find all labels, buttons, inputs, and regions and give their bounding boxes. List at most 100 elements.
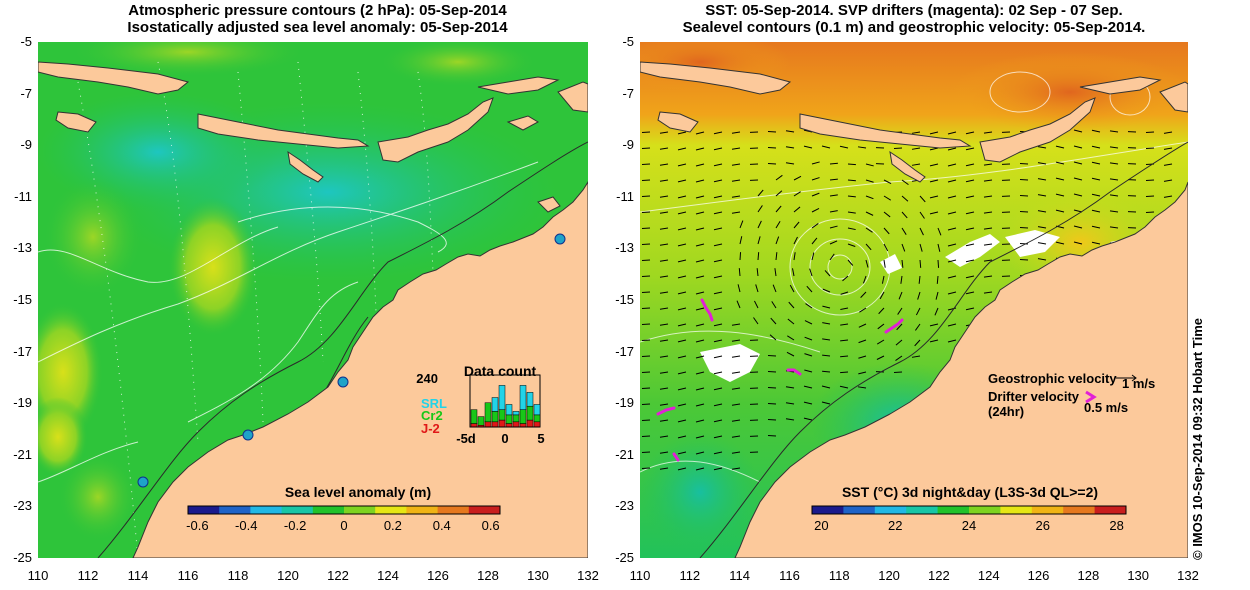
- velocity-arrow: [824, 270, 831, 277]
- velocity-arrow: [865, 227, 873, 233]
- velocity-arrow: [1091, 225, 1101, 229]
- sst-colorbar-swatch: [1031, 506, 1064, 514]
- velocity-arrow: [731, 387, 741, 390]
- velocity-arrow: [695, 451, 705, 455]
- velocity-arrow: [713, 307, 723, 311]
- velocity-arrow: [983, 163, 993, 166]
- velocity-arrow: [713, 355, 723, 359]
- velocity-arrow: [865, 163, 874, 167]
- right-y-tick: -13: [615, 240, 634, 256]
- velocity-arrow: [936, 275, 939, 284]
- velocity-arrow: [847, 227, 856, 231]
- velocity-arrow: [1091, 193, 1101, 197]
- velocity-arrow: [983, 259, 993, 262]
- velocity-arrow: [739, 220, 744, 229]
- sea-level-anomaly-map[interactable]: Sea level anomaly (m) -0.6 -0.4 -0.2 0 0.2 0.…: [38, 42, 588, 558]
- velocity-arrow: [847, 243, 856, 247]
- velocity-arrow: [736, 300, 741, 309]
- drifter-velocity-period: (24hr): [988, 404, 1024, 419]
- indonesian-islands-sst: [640, 61, 1188, 183]
- velocity-arrow: [731, 371, 741, 374]
- velocity-arrow: [821, 385, 831, 389]
- velocity-arrow: [731, 195, 741, 198]
- velocity-arrow: [840, 323, 849, 326]
- velocity-arrow: [775, 220, 781, 229]
- right-x-tick: 110: [629, 568, 651, 583]
- velocity-arrow: [842, 275, 849, 282]
- velocity-arrow: [659, 163, 669, 166]
- sst-colorbar-swatch: [969, 506, 1001, 514]
- velocity-arrow: [713, 131, 723, 135]
- inset-tick-0: 0: [501, 431, 508, 446]
- velocity-arrow: [731, 467, 741, 470]
- velocity-arrow: [1037, 210, 1047, 213]
- velocity-arrow: [858, 371, 867, 375]
- velocity-arrow: [859, 307, 867, 313]
- velocity-arrow: [767, 386, 777, 389]
- velocity-arrow: [811, 207, 820, 213]
- velocity-arrow: [983, 131, 993, 134]
- velocity-arrow: [901, 243, 906, 252]
- velocity-arrow: [929, 131, 939, 135]
- velocity-arrow: [659, 451, 669, 454]
- velocity-arrow: [677, 323, 687, 327]
- velocity-arrow: [811, 177, 820, 181]
- velocity-arrow: [911, 131, 921, 134]
- velocity-arrow: [983, 243, 993, 246]
- velocity-arrow: [772, 284, 777, 293]
- velocity-arrow: [1019, 258, 1029, 261]
- drifter-scale-arrow: [1085, 390, 1097, 404]
- velocity-arrow: [1091, 145, 1101, 149]
- velocity-arrow: [803, 401, 813, 405]
- right-x-tick: 112: [679, 568, 701, 583]
- velocity-arrow: [713, 435, 723, 439]
- velocity-arrow: [677, 275, 687, 279]
- sst-colorbar-tick: 22: [888, 518, 902, 533]
- inset-tick-5: 5: [537, 431, 544, 446]
- left-y-tick: -5: [20, 34, 32, 49]
- sst-colorbar-swatch: [812, 506, 844, 514]
- velocity-arrow: [806, 285, 813, 293]
- velocity-arrow: [739, 236, 743, 245]
- left-x-tick: 116: [177, 568, 199, 583]
- velocity-arrow: [847, 259, 854, 266]
- velocity-arrow: [915, 307, 921, 316]
- velocity-arrow: [1073, 193, 1083, 197]
- velocity-arrow: [731, 131, 741, 134]
- velocity-arrow: [947, 163, 957, 167]
- velocity-arrow: [713, 227, 723, 231]
- velocity-arrow: [865, 243, 872, 251]
- velocity-arrow: [775, 252, 778, 261]
- drifter-velocity-label: Drifter velocity: [988, 389, 1080, 404]
- velocity-arrow: [1037, 162, 1047, 165]
- velocity-arrow: [677, 451, 687, 455]
- sst-map[interactable]: Geostrophic velocity 1 m/s Drifter veloc…: [640, 42, 1188, 558]
- left-title-line1: Atmospheric pressure contours (2 hPa): 0…: [128, 2, 507, 19]
- velocity-arrow: [757, 205, 763, 213]
- sea-level-colorbar: [187, 505, 501, 515]
- velocity-arrow: [947, 339, 957, 343]
- velocity-arrow: [785, 130, 795, 133]
- velocity-arrow: [785, 418, 795, 421]
- inset-bar-j-2: [491, 421, 499, 428]
- left-y-tick: -23: [13, 498, 32, 514]
- velocity-arrow: [965, 147, 975, 151]
- right-y-tick: -23: [615, 498, 634, 514]
- right-y-tick: -17: [615, 343, 634, 359]
- velocity-arrow: [965, 307, 975, 311]
- velocity-arrow: [883, 243, 889, 252]
- velocity-arrow: [713, 259, 723, 263]
- velocity-arrow: [803, 145, 813, 149]
- velocity-arrow: [822, 322, 831, 325]
- velocity-arrow: [876, 339, 885, 345]
- velocity-arrow: [731, 147, 741, 150]
- velocity-arrow: [677, 211, 687, 215]
- left-x-tick: 118: [227, 568, 249, 583]
- velocity-arrow: [1019, 178, 1029, 181]
- sea-level-colorbar-frame: [187, 505, 501, 515]
- velocity-arrow: [839, 385, 849, 389]
- velocity-arrow: [811, 161, 820, 165]
- data-count-ymax: 240: [416, 371, 438, 386]
- velocity-arrow: [713, 339, 723, 343]
- velocity-arrow: [947, 259, 957, 263]
